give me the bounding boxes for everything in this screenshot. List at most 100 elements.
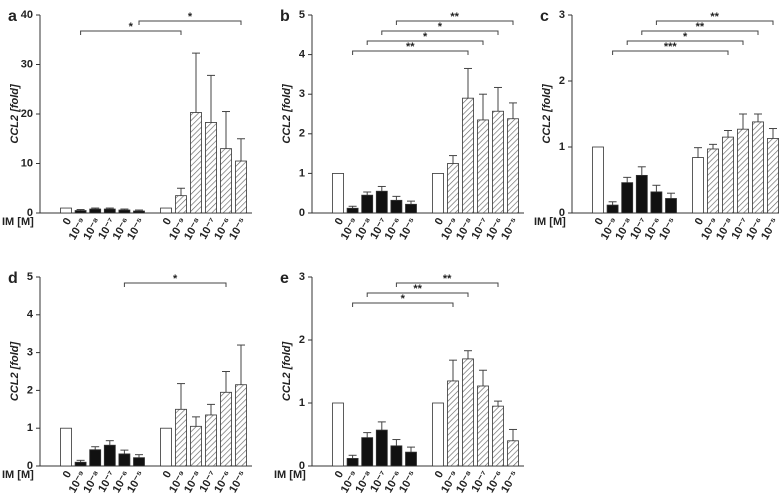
significance-label: ** [696,21,705,33]
bar [405,203,417,214]
significance-label: ** [710,11,719,23]
bar [606,204,619,214]
bar [160,207,172,214]
bar [361,194,374,214]
x-tick-label: 0 [161,216,174,227]
bar [405,451,417,467]
significance-bracket [395,282,499,287]
significance-bracket [641,30,759,35]
y-axis-label: CCL2 [fold] [9,342,21,402]
significance-bracket [655,20,774,25]
panel-label: d [8,270,18,287]
x-tick-label: 0 [433,216,446,227]
y-axis-label: CCL2 [fold] [281,84,293,144]
bar [190,425,202,467]
y-tick-label: 4 [27,309,34,321]
bar [621,182,634,214]
bar [118,209,131,214]
y-tick-label: 5 [27,271,33,283]
y-tick-label: 1 [27,422,33,434]
bar [60,427,72,467]
x-tick-label: 0 [433,469,446,480]
y-tick-label: 4 [299,49,306,61]
bar [89,449,102,467]
significance-bracket [352,302,454,307]
bar [432,402,444,467]
significance-label: ** [413,283,422,295]
bar [707,148,719,214]
x-tick-label: 0 [693,216,706,227]
y-tick-label: 3 [299,88,305,100]
bar [160,427,172,467]
y-tick-label: 2 [299,334,305,346]
significance-bracket [612,50,729,55]
bar [767,138,779,214]
bar [74,210,87,214]
x-tick-label: 0 [61,216,74,227]
bar [650,191,663,214]
y-tick-label: 2 [27,384,33,396]
significance-label: *** [664,41,678,53]
significance-label: * [188,11,193,23]
bar [133,210,145,214]
bar [477,385,489,467]
x-tick-label: 0 [61,469,74,480]
y-axis-label: CCL2 [fold] [541,84,553,144]
bar [133,457,145,467]
significance-bracket [626,40,744,45]
y-tick-label: 0 [559,207,565,219]
y-tick-label: 30 [21,58,33,70]
bar [375,429,388,467]
significance-label: * [173,273,178,285]
significance-label: ** [450,11,459,23]
bar [375,190,388,214]
bar [103,208,116,214]
bar [462,358,474,467]
significance-label: * [438,21,443,33]
y-tick-label: 1 [559,141,565,153]
y-tick-label: 3 [559,9,565,21]
significance-label: * [683,31,688,43]
y-tick-label: 1 [299,167,305,179]
y-axis-label: CCL2 [fold] [9,84,21,144]
y-tick-label: 40 [21,9,33,21]
bar [220,148,232,214]
bar [752,121,764,214]
y-tick-label: 0 [299,460,305,472]
y-tick-label: 0 [27,207,33,219]
significance-bracket [395,20,514,25]
bar [390,445,403,467]
significance-bracket [381,30,499,35]
significance-bracket [138,20,242,25]
bar [220,391,232,467]
bar [205,414,217,467]
significance-bracket [366,292,469,297]
bar [332,402,344,467]
bar [346,458,359,467]
bar [635,174,648,214]
bar [235,384,247,467]
y-tick-label: 20 [21,108,33,120]
bar [447,163,459,214]
x-axis-label: IM [M] [2,216,34,228]
y-tick-label: 0 [299,207,305,219]
bar [447,380,459,467]
significance-bracket [352,50,469,55]
bar [692,157,704,214]
bar [190,112,202,214]
y-axis-label: CCL2 [fold] [281,342,293,402]
bar [462,97,474,214]
significance-bracket [366,40,484,45]
panel-label: b [280,8,290,25]
significance-label: ** [443,273,452,285]
bar [205,122,217,214]
bar [390,199,403,214]
bar [492,405,504,467]
y-tick-label: 5 [299,9,305,21]
bar [722,136,734,214]
x-tick-label: 0 [161,469,174,480]
bar [175,408,187,467]
y-tick-label: 10 [21,157,33,169]
y-tick-label: 3 [27,347,33,359]
